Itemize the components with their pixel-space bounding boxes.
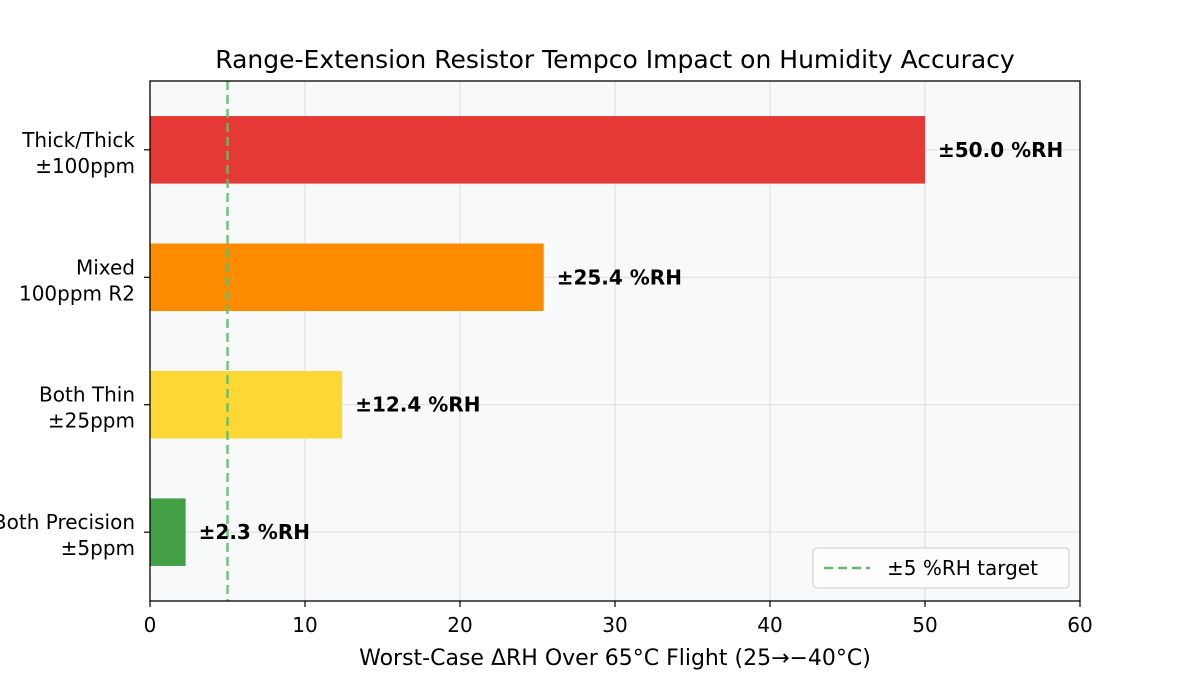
x-tick-label: 0 bbox=[144, 613, 157, 637]
x-axis-ticks: 0 10 20 30 40 50 60 bbox=[144, 601, 1093, 637]
y-tick-label-line: Both Thin bbox=[39, 383, 135, 407]
x-tick-label: 10 bbox=[292, 613, 317, 637]
bars bbox=[150, 116, 925, 566]
x-axis-label: Worst-Case ΔRH Over 65°C Flight (25→−40°… bbox=[359, 646, 871, 671]
bar bbox=[150, 498, 186, 566]
y-tick-label: Mixed 100ppm R2 bbox=[19, 255, 135, 305]
legend-label-reference-line: ±5 %RH target bbox=[887, 556, 1038, 580]
y-tick-label-line: Mixed bbox=[76, 255, 135, 279]
x-tick-label: 30 bbox=[602, 613, 627, 637]
x-tick-label: 60 bbox=[1067, 613, 1092, 637]
bar bbox=[150, 243, 544, 312]
y-tick-label-line: ±5ppm bbox=[61, 536, 135, 560]
x-tick-label: 40 bbox=[757, 613, 782, 637]
y-tick-label-line: 100ppm R2 bbox=[19, 281, 135, 305]
y-tick-label: Both Thin ±25ppm bbox=[39, 383, 135, 433]
y-tick-label-line: Both Precision bbox=[0, 510, 135, 534]
value-labels: ±50.0 %RH ±25.4 %RH ±12.4 %RH ±2.3 %RH bbox=[199, 138, 1064, 544]
data-label: ±12.4 %RH bbox=[355, 393, 480, 417]
data-label: ±25.4 %RH bbox=[557, 265, 682, 289]
bar bbox=[150, 370, 343, 439]
x-tick-label: 20 bbox=[447, 613, 472, 637]
x-tick-label: 50 bbox=[912, 613, 937, 637]
y-tick-label: Both Precision ±5ppm bbox=[0, 510, 135, 560]
y-tick-label-line: ±25ppm bbox=[48, 409, 135, 433]
bar bbox=[150, 116, 925, 184]
data-label: ±50.0 %RH bbox=[938, 138, 1063, 162]
data-label: ±2.3 %RH bbox=[199, 520, 310, 544]
y-tick-label-line: ±100ppm bbox=[35, 154, 135, 178]
legend-box bbox=[812, 547, 1070, 589]
chart-title: Range-Extension Resistor Tempco Impact o… bbox=[215, 45, 1015, 74]
y-tick-label: Thick/Thick ±100ppm bbox=[21, 128, 135, 178]
y-axis-categories: Thick/Thick ±100ppm Mixed 100ppm R2 Both Thi… bbox=[0, 128, 150, 560]
y-tick-label-line: Thick/Thick bbox=[21, 128, 135, 152]
legend: ±5 %RH target bbox=[812, 547, 1070, 589]
